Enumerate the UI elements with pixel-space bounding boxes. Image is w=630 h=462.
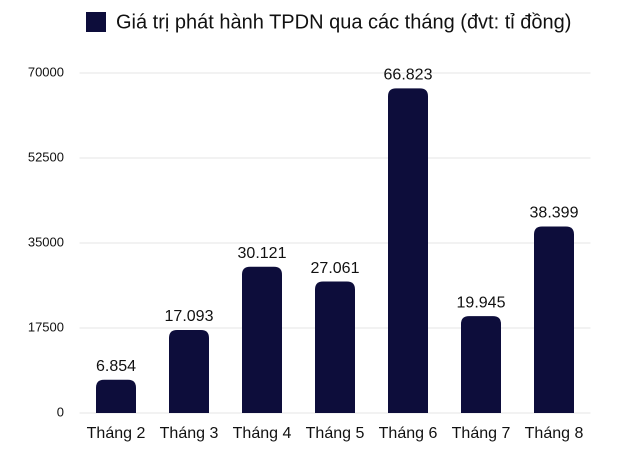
x-tick-label: Tháng 7 bbox=[452, 425, 511, 442]
bar bbox=[242, 266, 282, 413]
x-tick-label: Tháng 4 bbox=[233, 425, 292, 442]
value-label: 38.399 bbox=[530, 205, 579, 222]
bar bbox=[315, 281, 355, 413]
y-tick-label: 35000 bbox=[28, 234, 64, 249]
x-tick-label: Tháng 3 bbox=[160, 425, 219, 442]
bar bbox=[96, 379, 136, 413]
value-label: 27.061 bbox=[311, 260, 360, 277]
y-tick-label: 0 bbox=[57, 404, 64, 419]
bar bbox=[388, 88, 428, 413]
x-tick-label: Tháng 5 bbox=[306, 425, 365, 442]
value-label: 19.945 bbox=[457, 294, 506, 311]
x-tick-label: Tháng 2 bbox=[87, 425, 146, 442]
y-tick-label: 17500 bbox=[28, 319, 64, 334]
x-tick-label: Tháng 8 bbox=[525, 425, 584, 442]
bar bbox=[169, 329, 209, 413]
y-tick-label: 70000 bbox=[28, 64, 64, 79]
value-label: 6.854 bbox=[96, 358, 136, 375]
bar bbox=[461, 316, 501, 413]
value-label: 17.093 bbox=[165, 308, 214, 325]
x-tick-label: Tháng 6 bbox=[379, 425, 438, 442]
value-label: 66.823 bbox=[384, 67, 433, 84]
legend-label: Giá trị phát hành TPDN qua các tháng (đv… bbox=[116, 11, 571, 33]
value-label: 30.121 bbox=[238, 245, 287, 262]
legend-swatch bbox=[86, 12, 106, 32]
y-tick-label: 52500 bbox=[28, 149, 64, 164]
bar bbox=[534, 226, 574, 413]
